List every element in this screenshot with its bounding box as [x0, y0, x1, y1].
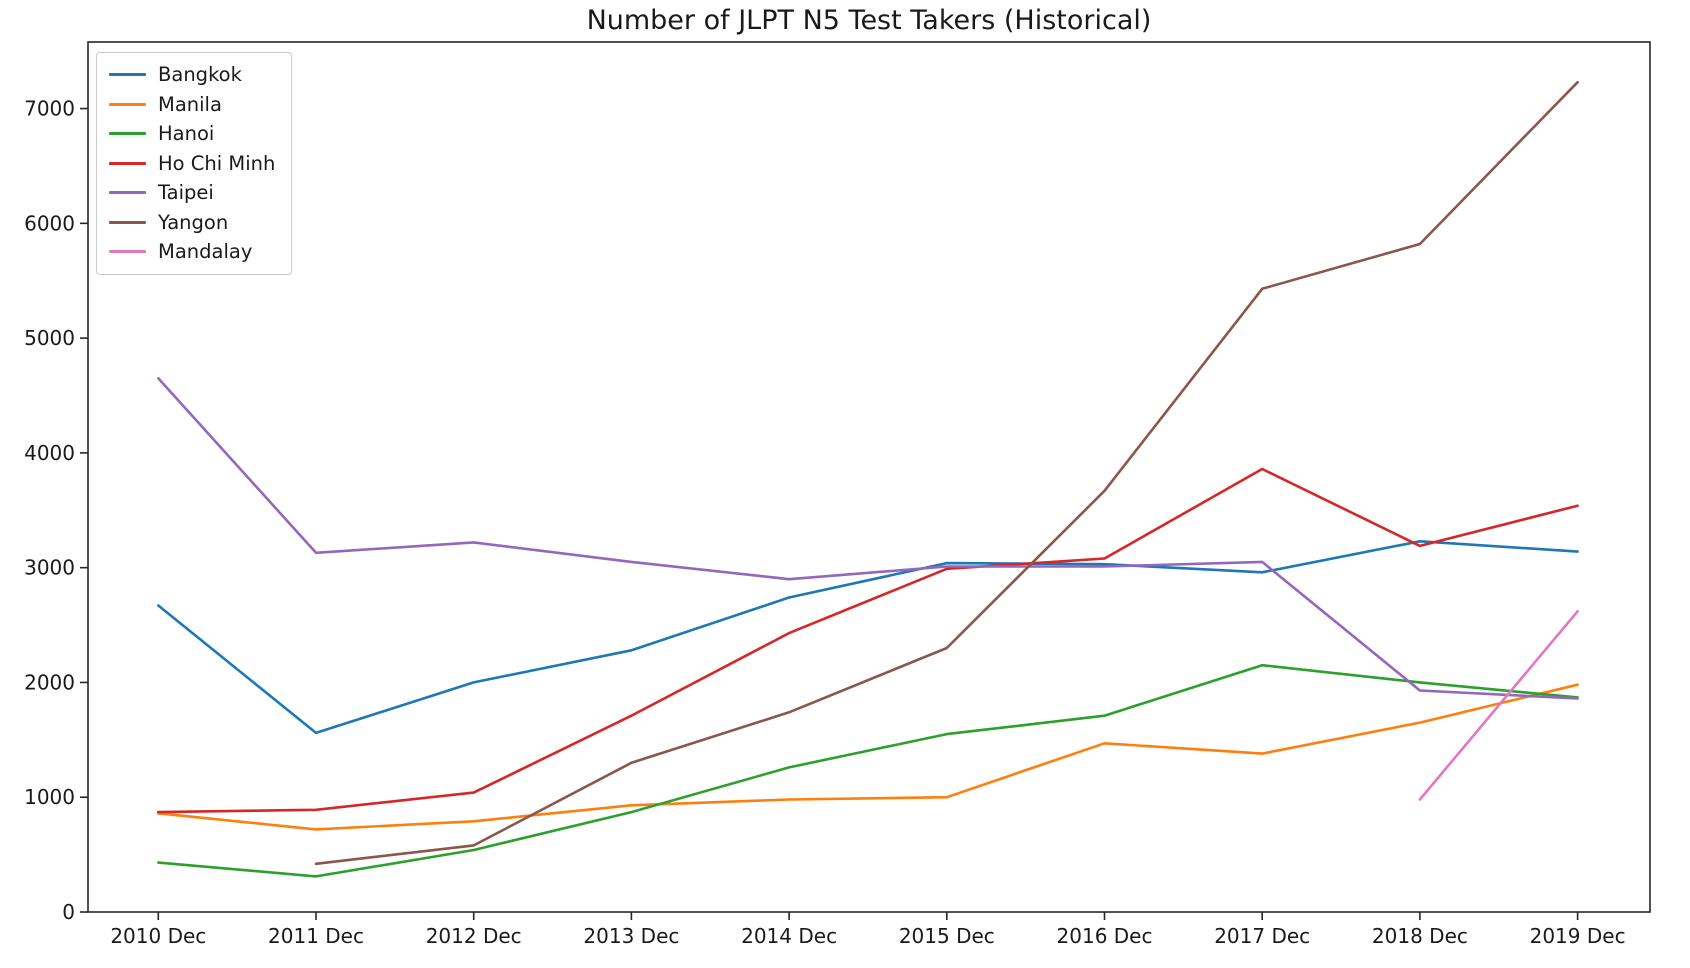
- legend-entry-manila: Manila: [109, 90, 275, 120]
- series-line-taipei: [157, 376, 1579, 700]
- legend-entry-bangkok: Bangkok: [109, 60, 275, 90]
- x-tick-label: 2012 Dec: [426, 924, 522, 948]
- x-tick-label: 2013 Dec: [583, 924, 679, 948]
- legend: Bangkok Manila Hanoi Ho Chi Minh Taipei Yango…: [96, 52, 293, 275]
- x-tick-label: 2018 Dec: [1372, 924, 1468, 948]
- legend-entry-ho-chi-minh: Ho Chi Minh: [109, 149, 275, 179]
- legend-line-swatch: [109, 161, 146, 165]
- x-tick-label: 2014 Dec: [741, 924, 837, 948]
- legend-line-swatch: [109, 191, 146, 195]
- y-tick-label: 5000: [24, 326, 75, 350]
- y-tick-label: 3000: [24, 556, 75, 580]
- series-line-mandalay: [1418, 609, 1579, 801]
- series-line-hanoi: [157, 663, 1579, 878]
- legend-line-swatch: [109, 220, 146, 224]
- chart-title: Number of JLPT N5 Test Takers (Historica…: [586, 5, 1152, 36]
- series-line-yangon: [314, 80, 1579, 866]
- legend-label: Yangon: [158, 210, 229, 234]
- legend-line-swatch: [109, 73, 146, 77]
- series-line-manila: [157, 683, 1579, 831]
- legend-entry-yangon: Yangon: [109, 208, 275, 238]
- legend-line-swatch: [109, 250, 146, 254]
- legend-line-swatch: [109, 102, 146, 106]
- legend-entry-hanoi: Hanoi: [109, 119, 275, 149]
- series-line-bangkok: [157, 539, 1579, 735]
- y-tick-label: 7000: [24, 97, 75, 121]
- legend-label: Bangkok: [158, 63, 242, 87]
- y-tick-label: 1000: [24, 785, 75, 809]
- x-tick-label: 2016 Dec: [1057, 924, 1153, 948]
- legend-entry-taipei: Taipei: [109, 178, 275, 208]
- legend-label: Manila: [158, 92, 222, 116]
- plot-frame: [87, 41, 1651, 913]
- x-tick-label: 2010 Dec: [110, 924, 206, 948]
- x-tick-label: 2019 Dec: [1530, 924, 1626, 948]
- legend-line-swatch: [109, 132, 146, 136]
- x-tick-label: 2015 Dec: [899, 924, 995, 948]
- series-line-ho-chi-minh: [157, 467, 1579, 814]
- x-tick-label: 2011 Dec: [268, 924, 364, 948]
- y-tick-label: 6000: [24, 211, 75, 235]
- legend-label: Mandalay: [158, 240, 253, 264]
- legend-label: Ho Chi Minh: [158, 151, 276, 175]
- y-tick-label: 2000: [24, 670, 75, 694]
- y-tick-label: 4000: [24, 441, 75, 465]
- x-tick-label: 2017 Dec: [1214, 924, 1310, 948]
- legend-label: Hanoi: [158, 122, 215, 146]
- legend-entry-mandalay: Mandalay: [109, 237, 275, 267]
- y-tick-label: 0: [62, 900, 75, 924]
- legend-label: Taipei: [158, 181, 214, 205]
